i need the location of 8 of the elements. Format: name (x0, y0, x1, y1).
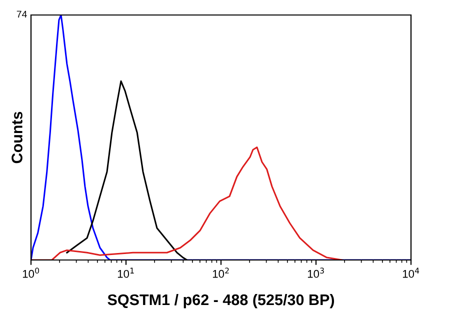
x-tick-label: 10$^{2}$ (212, 268, 229, 278)
x-axis-title: SQSTM1 / p62 - 488 (525/30 BP) (108, 294, 334, 308)
x-tick-label: 10$^{3}$ (308, 268, 324, 278)
x-tick-label: 10$^{0}$ (22, 268, 40, 278)
y-axis-title: Counts (12, 112, 22, 164)
text: 74 (16, 10, 27, 18)
x-tick-label: 10$^{1}$ (118, 268, 134, 278)
x-tick-label: 10$^{4}$ (402, 268, 420, 278)
